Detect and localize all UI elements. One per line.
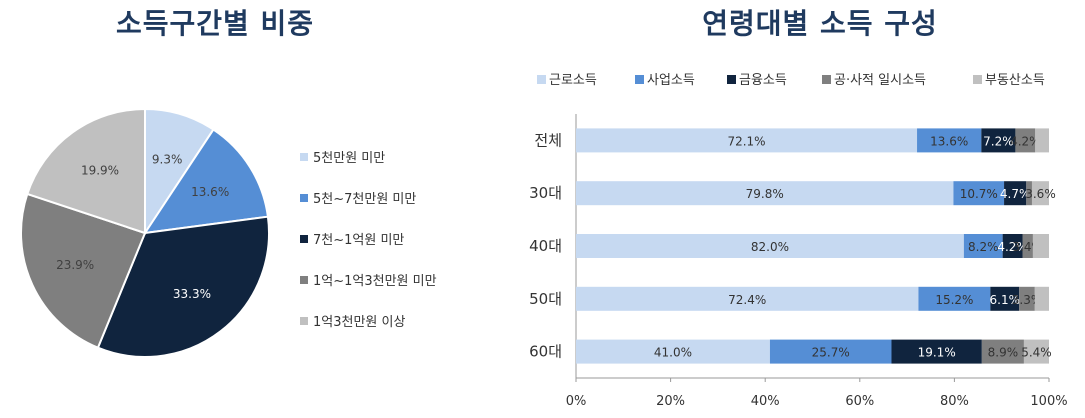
category-label: 30대	[529, 184, 562, 202]
legend-swatch	[300, 153, 308, 161]
bar-segment	[918, 286, 991, 311]
pie-slice-label: 33.3%	[173, 287, 211, 301]
bar-segment	[963, 234, 1003, 258]
bar-segment	[576, 128, 918, 153]
legend-label: 부동산소득	[985, 73, 1045, 88]
legend-swatch	[300, 235, 308, 243]
legend-label: 1억3천만원 이상	[313, 315, 405, 330]
bar-value-label: 8.2%	[968, 240, 999, 254]
pie-slice	[20, 192, 147, 350]
pie-slice-label: 19.9%	[81, 164, 119, 178]
legend-label: 근로소득	[549, 73, 597, 88]
bar-value-label: 4.2%	[997, 240, 1028, 254]
legend-label: 5천만원 미만	[313, 151, 385, 166]
bar-value-label: 3.6%	[1025, 187, 1056, 201]
legend-label: 7천~1억원 미만	[313, 233, 404, 248]
bar-segment	[1031, 181, 1049, 206]
legend-swatch	[300, 194, 308, 202]
bar-segment	[769, 339, 892, 364]
legend-swatch	[300, 317, 308, 325]
bar-value-label: 4.2%	[1010, 134, 1041, 148]
pie-slice	[142, 128, 270, 235]
x-tick-label: 80%	[940, 394, 969, 409]
bar-value-label: 79.8%	[746, 187, 784, 201]
legend-swatch	[727, 75, 736, 84]
bar-value-label: 5.4%	[1021, 346, 1052, 360]
bar-segment	[1015, 128, 1036, 153]
bar-value-label: 4.7%	[1000, 187, 1031, 201]
pie-chart-title: 소득구간별 비중	[115, 7, 315, 40]
bar-value-label: 15.2%	[935, 293, 973, 307]
legend-label: 금융소득	[739, 73, 787, 88]
bar-segment	[1022, 234, 1033, 258]
category-label: 50대	[529, 290, 562, 308]
bar-value-label: 72.1%	[727, 134, 765, 148]
bar-value-label: 19.1%	[918, 346, 956, 360]
pie-slice	[96, 215, 270, 358]
bar-value-label: 7.2%	[983, 134, 1014, 148]
legend-swatch	[973, 75, 982, 84]
bar-value-label: 82.0%	[751, 240, 789, 254]
legend-label: 5천~7천만원 미만	[313, 192, 416, 207]
pie-chart: 9.3% 13.6% 33.3% 23.9% 19.9% 5천만원 미만 5천~7천만원 미…	[20, 107, 437, 358]
bar-segment	[1002, 234, 1023, 258]
legend-swatch	[537, 75, 546, 84]
x-tick-label: 0%	[566, 394, 587, 409]
category-label: 40대	[529, 237, 562, 255]
bar-segment	[1023, 339, 1049, 364]
bar-segment	[990, 286, 1020, 311]
bar-segment	[953, 181, 1005, 206]
bar-value-label: 3.3%	[1012, 293, 1043, 307]
bar-segment	[1019, 286, 1035, 311]
x-tick-label: 60%	[845, 394, 874, 409]
legend-swatch	[635, 75, 644, 84]
bar-value-label: 72.4%	[728, 293, 766, 307]
bar-segment	[1035, 128, 1049, 153]
bar-segment	[576, 234, 964, 258]
category-label: 60대	[529, 343, 562, 361]
bar-segment	[891, 339, 982, 364]
bar-segment	[981, 339, 1024, 364]
bar-value-label: 25.7%	[812, 346, 850, 360]
bar-segment	[917, 128, 982, 153]
category-label: 전체	[534, 131, 562, 149]
bar-segment	[576, 286, 919, 311]
bar-segment	[576, 181, 954, 206]
bar-value-label: 8.9%	[988, 346, 1019, 360]
bar-segment	[1034, 286, 1049, 311]
x-tick-label: 100%	[1030, 394, 1067, 409]
bar-segment	[576, 339, 770, 364]
bar-value-label: 13.6%	[930, 134, 968, 148]
pie-slice-label: 9.3%	[152, 152, 183, 166]
bar-value-label: 10.7%	[960, 187, 998, 201]
x-tick-label: 20%	[656, 394, 685, 409]
legend-label: 공·사적 일시소득	[834, 73, 926, 88]
pie-slice-label: 23.9%	[56, 258, 94, 272]
pie-slice	[26, 107, 146, 235]
bar-segment	[1032, 234, 1049, 258]
legend-label: 사업소득	[647, 73, 695, 88]
pie-slice-label: 13.6%	[191, 185, 229, 199]
bar-segment	[981, 128, 1016, 153]
bar-segment	[1026, 181, 1032, 206]
bar-value-label: 41.0%	[654, 346, 692, 360]
bar-value-label: 6.1%	[990, 293, 1021, 307]
bar-chart-title: 연령대별 소득 구성	[702, 7, 938, 40]
bar-segment	[1004, 181, 1027, 206]
legend-label: 1억~1억3천만원 미만	[313, 274, 437, 289]
x-tick-label: 40%	[751, 394, 780, 409]
legend-swatch	[300, 276, 308, 284]
legend-swatch	[822, 75, 831, 84]
